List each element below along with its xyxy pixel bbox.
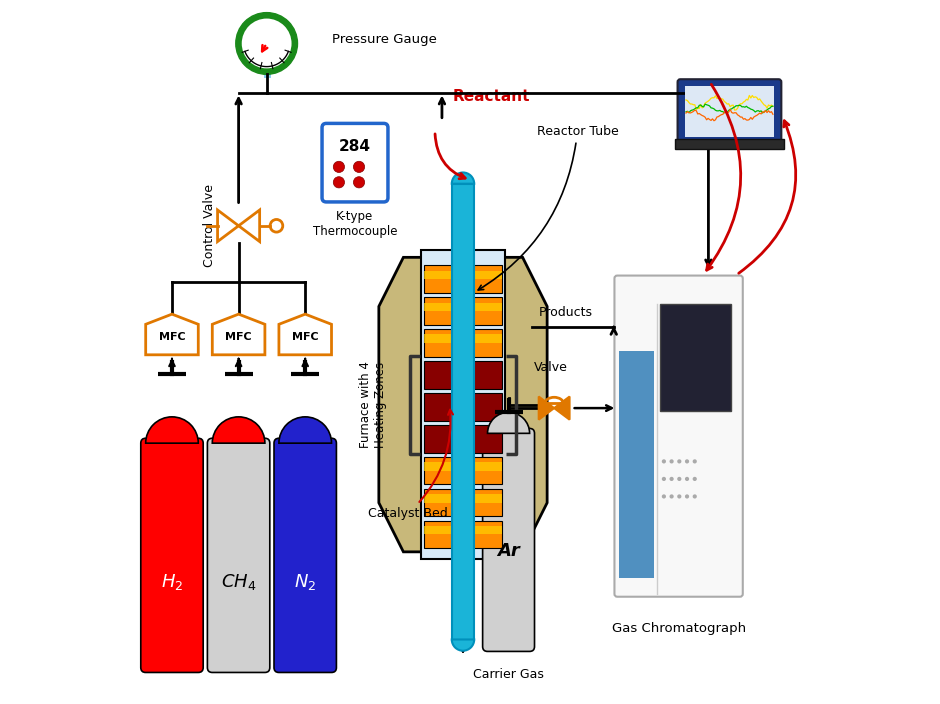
Text: Carrier Gas: Carrier Gas <box>473 667 544 681</box>
Circle shape <box>693 459 697 463</box>
Text: MFC: MFC <box>292 332 319 341</box>
Circle shape <box>669 477 674 481</box>
FancyBboxPatch shape <box>322 123 388 202</box>
Bar <box>619 351 653 578</box>
FancyBboxPatch shape <box>274 439 337 672</box>
Text: $CH_4$: $CH_4$ <box>221 572 257 592</box>
Circle shape <box>240 17 293 70</box>
Text: Reactant: Reactant <box>452 89 530 103</box>
Wedge shape <box>279 417 332 443</box>
Bar <box>684 86 775 137</box>
Circle shape <box>662 494 666 498</box>
Circle shape <box>669 459 674 463</box>
Polygon shape <box>146 314 198 355</box>
FancyBboxPatch shape <box>208 439 270 672</box>
Circle shape <box>669 494 674 498</box>
Bar <box>424 270 502 279</box>
Bar <box>424 303 502 311</box>
Text: 284: 284 <box>339 139 371 154</box>
Bar <box>424 393 502 420</box>
Circle shape <box>685 459 689 463</box>
FancyBboxPatch shape <box>482 429 535 651</box>
Text: K-type
Thermocouple: K-type Thermocouple <box>313 210 398 239</box>
FancyBboxPatch shape <box>678 80 781 144</box>
Circle shape <box>334 177 344 188</box>
Text: Catalyst Bed: Catalyst Bed <box>368 410 453 520</box>
Text: Control Valve: Control Valve <box>203 184 215 268</box>
Circle shape <box>693 494 697 498</box>
Circle shape <box>662 459 666 463</box>
Bar <box>424 520 502 548</box>
Text: $N_2$: $N_2$ <box>294 572 317 592</box>
Bar <box>424 526 502 534</box>
Bar <box>452 184 474 639</box>
Circle shape <box>685 494 689 498</box>
Polygon shape <box>379 258 547 552</box>
Bar <box>424 334 502 343</box>
Wedge shape <box>488 413 529 434</box>
Bar <box>424 425 502 453</box>
Circle shape <box>353 161 365 172</box>
Bar <box>675 139 784 149</box>
Circle shape <box>685 477 689 481</box>
Bar <box>424 457 502 484</box>
Polygon shape <box>212 314 265 355</box>
Wedge shape <box>452 639 474 650</box>
Text: Gas Chromatograph: Gas Chromatograph <box>612 622 745 635</box>
Bar <box>660 303 731 411</box>
Bar <box>424 329 502 357</box>
Polygon shape <box>555 396 570 420</box>
Polygon shape <box>539 396 555 420</box>
Wedge shape <box>212 417 265 443</box>
Bar <box>424 297 502 325</box>
Polygon shape <box>279 314 332 355</box>
Circle shape <box>236 13 297 75</box>
Text: Valve: Valve <box>534 361 568 375</box>
Text: $H_2$: $H_2$ <box>161 572 183 592</box>
Bar <box>421 251 505 559</box>
FancyBboxPatch shape <box>615 275 743 597</box>
Text: Furnace with 4
Heating Zones: Furnace with 4 Heating Zones <box>359 361 387 448</box>
Text: Ar: Ar <box>497 541 520 560</box>
FancyBboxPatch shape <box>141 439 203 672</box>
Text: MFC: MFC <box>159 332 185 341</box>
Wedge shape <box>146 417 198 443</box>
Circle shape <box>677 494 682 498</box>
Bar <box>424 463 502 470</box>
Text: Pressure Gauge: Pressure Gauge <box>332 34 437 46</box>
Circle shape <box>353 177 365 188</box>
Circle shape <box>693 477 697 481</box>
Circle shape <box>677 459 682 463</box>
Circle shape <box>662 477 666 481</box>
Text: Products: Products <box>539 306 593 319</box>
Circle shape <box>677 477 682 481</box>
Circle shape <box>334 161 344 172</box>
Text: MFC: MFC <box>226 332 252 341</box>
Bar <box>424 361 502 389</box>
Text: Reactor Tube: Reactor Tube <box>478 125 619 290</box>
Wedge shape <box>452 172 474 184</box>
Bar <box>424 494 502 503</box>
Bar <box>424 489 502 517</box>
Bar <box>424 265 502 293</box>
